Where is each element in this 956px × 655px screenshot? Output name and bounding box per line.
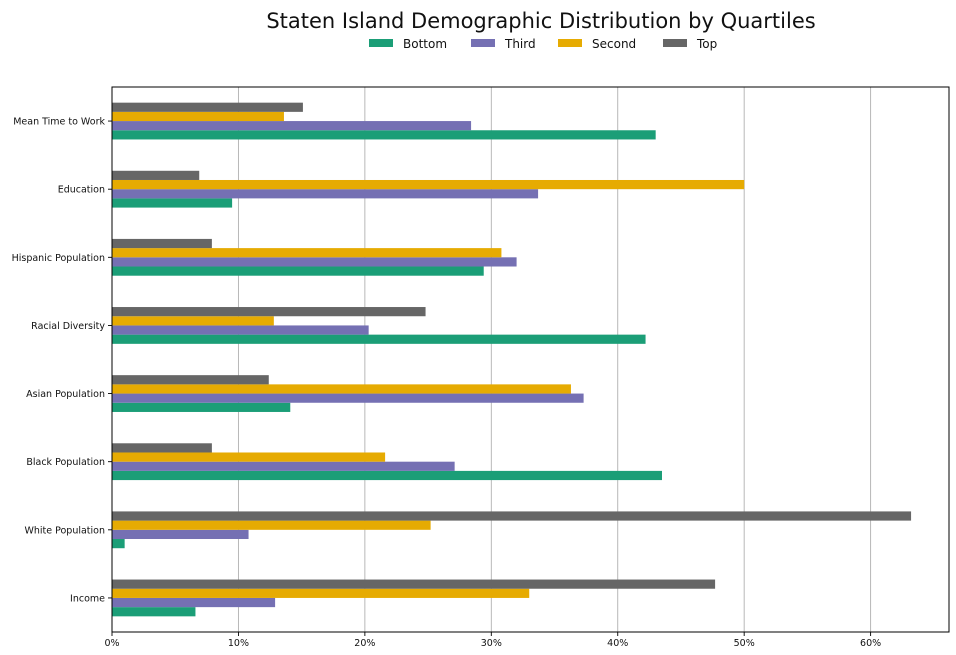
legend-swatch	[369, 39, 393, 47]
x-tick-label: 30%	[481, 638, 502, 649]
x-tick-label: 50%	[734, 638, 755, 649]
legend-label: Third	[504, 37, 536, 51]
y-tick-label: Income	[70, 593, 105, 604]
bar-top	[112, 579, 716, 589]
bar-second	[112, 248, 502, 258]
x-tick-label: 10%	[228, 638, 249, 649]
bar-second	[112, 316, 274, 326]
legend-swatch	[663, 39, 687, 47]
bars	[112, 102, 912, 617]
bar-bottom	[112, 266, 484, 276]
y-tick-label: White Population	[24, 525, 105, 536]
legend-swatch	[558, 39, 582, 47]
bar-third	[112, 189, 539, 199]
legend-item: Second	[558, 37, 636, 51]
grid	[111, 87, 872, 632]
x-tick-label: 0%	[104, 638, 119, 649]
bar-third	[112, 257, 517, 267]
bar-third	[112, 529, 249, 540]
y-axis: Mean Time to Work Education Hispanic Popul…	[12, 117, 112, 604]
chart-title: Staten Island Demographic Distribution b…	[266, 9, 815, 33]
plot-area-frame	[111, 86, 950, 633]
bar-top	[112, 170, 200, 180]
bar-second	[112, 520, 431, 530]
bar-bottom	[112, 402, 291, 412]
y-tick-label: Mean Time to Work	[13, 117, 105, 128]
y-tick-label: Hispanic Population	[12, 253, 105, 264]
bar-top	[112, 443, 212, 453]
y-tick-label: Education	[58, 185, 105, 196]
y-tick-label: Racial Diversity	[31, 321, 105, 332]
bar-second	[112, 179, 745, 190]
x-axis: 0% 10% 20% 30% 40% 50% 60%	[104, 632, 881, 649]
x-tick-label: 60%	[860, 638, 881, 649]
bar-bottom	[112, 198, 233, 208]
bar-second	[112, 452, 386, 462]
x-tick-label: 40%	[607, 638, 628, 649]
y-tick-label: Black Population	[26, 457, 105, 468]
legend: Bottom Third Second Top	[369, 37, 717, 51]
bar-top	[112, 238, 212, 249]
bar-top	[112, 511, 912, 521]
legend-item: Third	[471, 37, 536, 51]
bar-third	[112, 325, 369, 335]
bar-bottom	[112, 470, 662, 481]
bar-third	[112, 121, 472, 131]
legend-label: Top	[696, 37, 717, 51]
bar-top	[112, 102, 303, 112]
legend-item: Bottom	[369, 37, 447, 51]
bar-second	[112, 588, 530, 598]
bar-bottom	[112, 130, 656, 140]
x-tick-label: 20%	[354, 638, 375, 649]
legend-item: Top	[663, 37, 717, 51]
bar-bottom	[112, 334, 646, 344]
legend-swatch	[471, 39, 495, 47]
legend-label: Bottom	[403, 37, 447, 51]
bar-third	[112, 597, 276, 608]
bar-second	[112, 384, 571, 394]
bar-top	[112, 375, 269, 385]
legend-label: Second	[592, 37, 636, 51]
bar-bottom	[112, 607, 196, 617]
bar-second	[112, 111, 284, 122]
bar-bottom	[112, 539, 125, 549]
bar-third	[112, 461, 455, 471]
bar-top	[112, 307, 426, 317]
y-tick-label: Asian Population	[26, 389, 105, 400]
bar-third	[112, 393, 584, 403]
